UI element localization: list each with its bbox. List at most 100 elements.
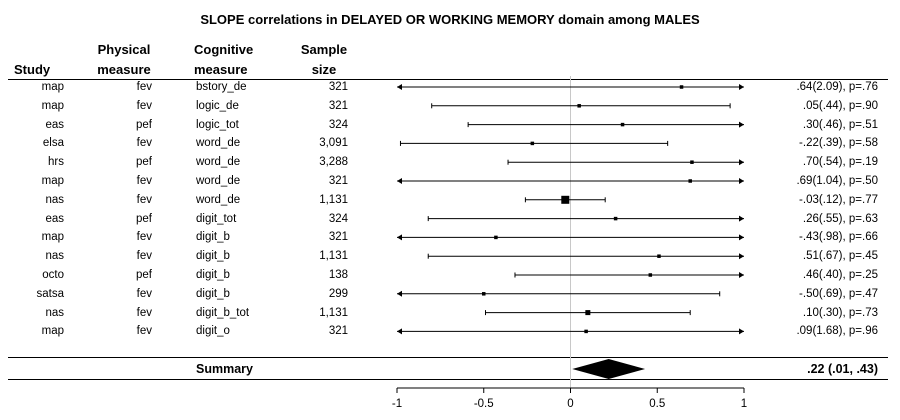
ci-arrow-right xyxy=(739,234,744,241)
row-study: eas xyxy=(45,118,64,131)
row-estimate-label: .69(1.04), p=.50 xyxy=(796,175,878,187)
point-estimate xyxy=(690,160,694,164)
ci-arrow-right xyxy=(739,253,744,260)
row-sample-size: 1,131 xyxy=(319,193,348,206)
row-study: map xyxy=(41,325,64,338)
ci-arrow-left xyxy=(397,328,402,335)
row-physical-measure: pef xyxy=(136,118,152,131)
ci-arrow-right xyxy=(739,84,744,90)
row-cognitive-measure: digit_o xyxy=(196,325,230,338)
row-estimate-label: -.50(.69), p=.47 xyxy=(799,287,878,300)
point-estimate xyxy=(679,85,684,89)
row-study: nas xyxy=(45,306,64,319)
header-physical-1: Physical xyxy=(97,42,151,57)
row-estimate-label: .64(2.09), p=.76 xyxy=(796,81,878,93)
point-estimate xyxy=(657,254,661,258)
row-cognitive-measure: digit_b xyxy=(196,250,230,263)
header-cognitive-1: Cognitive xyxy=(194,42,254,57)
row-sample-size: 1,131 xyxy=(319,306,348,319)
row-cognitive-measure: bstory_de xyxy=(196,81,247,93)
summary-diamond xyxy=(572,359,646,379)
ci-arrow-right xyxy=(739,178,744,184)
row-study: nas xyxy=(45,250,64,263)
row-cognitive-measure: digit_b xyxy=(196,269,230,281)
row-sample-size: 324 xyxy=(328,212,348,225)
ci-arrow-right xyxy=(739,121,744,128)
point-estimate xyxy=(561,195,570,204)
ci-arrow-left xyxy=(397,178,402,184)
row-cognitive-measure: digit_tot xyxy=(196,212,237,225)
row-study: octo xyxy=(42,269,64,281)
ci-arrow-right xyxy=(739,328,744,335)
row-estimate-label: .70(.54), p=.19 xyxy=(802,156,878,169)
row-estimate-label: .30(.46), p=.51 xyxy=(802,118,878,131)
row-estimate-label: .05(.44), p=.90 xyxy=(802,99,878,112)
summary-estimate: .22 (.01, .43) xyxy=(807,362,878,376)
row-sample-size: 3,091 xyxy=(319,137,348,150)
header-physical-2: measure xyxy=(97,62,151,77)
header-size-1: Sample xyxy=(300,42,348,57)
row-physical-measure: fev xyxy=(136,99,152,112)
ci-arrow-left xyxy=(397,84,402,90)
row-sample-size: 324 xyxy=(328,118,348,131)
ci-arrow-right xyxy=(739,215,744,222)
row-cognitive-measure: digit_b xyxy=(196,231,230,244)
row-estimate-label: .51(.67), p=.45 xyxy=(802,250,878,263)
summary-label: Summary xyxy=(196,362,253,376)
row-study: map xyxy=(41,231,64,244)
row-estimate-label: -.22(.39), p=.58 xyxy=(799,137,878,150)
chart-title: SLOPE correlations in DELAYED OR WORKING… xyxy=(200,12,700,27)
summary-rule-bottom xyxy=(8,379,888,380)
x-tick-label: 0 xyxy=(567,398,573,410)
row-physical-measure: fev xyxy=(136,137,152,150)
row-cognitive-measure: digit_b_tot xyxy=(196,306,250,319)
row-sample-size: 321 xyxy=(328,99,348,112)
x-tick-label: -1 xyxy=(392,398,402,410)
point-estimate xyxy=(530,141,535,146)
row-estimate-label: -.03(.12), p=.77 xyxy=(799,193,878,206)
point-estimate xyxy=(620,122,625,127)
row-study: hrs xyxy=(48,156,64,169)
row-sample-size: 321 xyxy=(328,175,348,187)
row-estimate-label: .09(1.68), p=.96 xyxy=(796,325,878,338)
point-estimate xyxy=(585,310,591,316)
row-sample-size: 321 xyxy=(328,231,348,244)
row-physical-measure: fev xyxy=(136,193,152,206)
row-cognitive-measure: word_de xyxy=(196,175,241,187)
row-sample-size: 321 xyxy=(328,325,348,338)
x-tick-label: 1 xyxy=(741,398,747,410)
header-study: Study xyxy=(14,62,51,77)
header-size-2: size xyxy=(311,62,337,77)
row-cognitive-measure: digit_b xyxy=(196,287,230,300)
row-physical-measure: fev xyxy=(136,250,152,263)
row-cognitive-measure: word_de xyxy=(196,193,241,206)
row-physical-measure: pef xyxy=(136,212,152,225)
row-estimate-label: .46(.40), p=.25 xyxy=(802,269,878,281)
row-estimate-label: .10(.30), p=.73 xyxy=(802,306,878,319)
point-estimate xyxy=(482,292,486,296)
point-estimate xyxy=(577,104,581,108)
ci-arrow-right xyxy=(739,272,744,278)
row-physical-measure: fev xyxy=(136,287,152,300)
row-sample-size: 299 xyxy=(328,287,348,300)
row-sample-size: 1,131 xyxy=(319,250,348,263)
row-physical-measure: fev xyxy=(136,81,152,93)
summary-rule-top xyxy=(8,357,888,358)
header-rule xyxy=(8,79,888,80)
row-physical-measure: fev xyxy=(136,231,152,244)
row-estimate-label: .26(.55), p=.63 xyxy=(802,212,878,225)
row-physical-measure: pef xyxy=(136,269,152,281)
point-estimate xyxy=(584,329,588,334)
row-physical-measure: pef xyxy=(136,156,152,169)
row-sample-size: 138 xyxy=(328,269,348,281)
row-study: eas xyxy=(45,212,64,225)
row-sample-size: 321 xyxy=(328,81,348,93)
row-cognitive-measure: word_de xyxy=(196,156,241,169)
row-study: map xyxy=(41,99,64,112)
row-physical-measure: fev xyxy=(136,175,152,187)
point-estimate xyxy=(613,216,618,221)
row-cognitive-measure: logic_tot xyxy=(196,118,239,131)
row-physical-measure: fev xyxy=(136,306,152,319)
point-estimate xyxy=(494,235,498,240)
